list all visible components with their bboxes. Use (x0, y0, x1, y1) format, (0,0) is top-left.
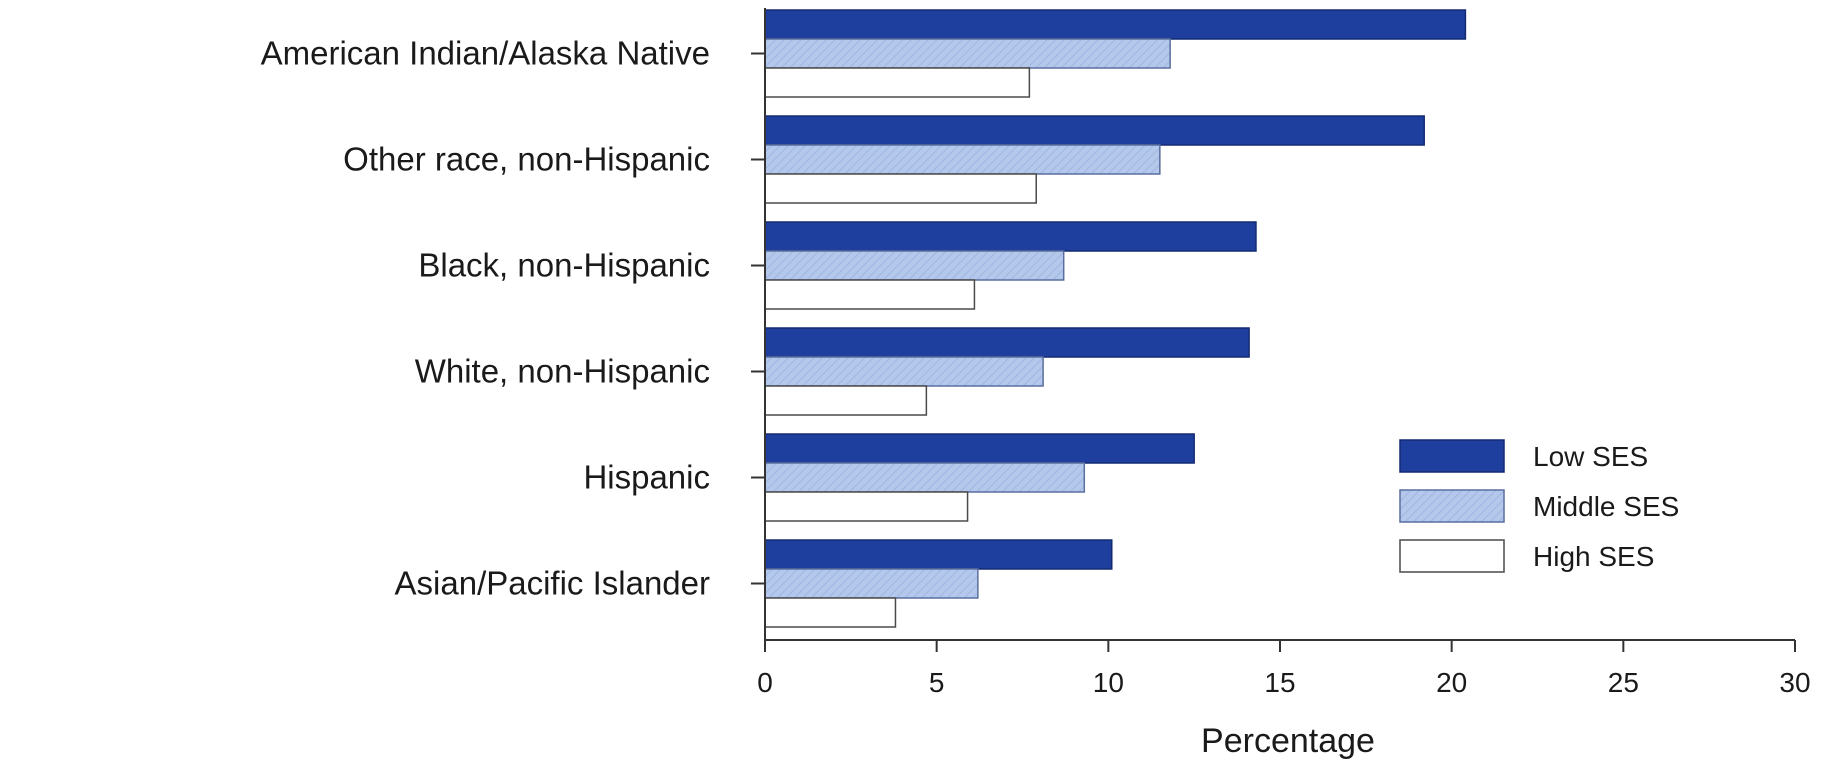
bar-high-ses (764, 491, 969, 522)
bar-high-ses (764, 597, 897, 628)
legend-label: Middle SES (1533, 491, 1679, 522)
category-label: American Indian/Alaska Native (261, 35, 710, 72)
bar-high-ses (764, 279, 976, 310)
plot-area (764, 9, 1467, 628)
bar-low-ses (764, 327, 1250, 358)
bar-high-ses (764, 385, 928, 416)
bar-middle-ses (764, 568, 979, 599)
category-label: Black, non-Hispanic (418, 247, 710, 284)
bar-low-ses (764, 115, 1425, 146)
bar-middle-ses (764, 462, 1086, 493)
bar-low-ses (764, 9, 1467, 40)
x-tick-label: 5 (929, 667, 945, 698)
category-label: Hispanic (583, 459, 710, 496)
category-label: White, non-Hispanic (415, 353, 710, 390)
legend-label: High SES (1533, 541, 1654, 572)
category-label: Other race, non-Hispanic (343, 141, 710, 178)
bar-middle-ses (764, 356, 1044, 387)
x-axis-title: Percentage (1201, 722, 1375, 760)
x-tick-label: 30 (1779, 667, 1810, 698)
bar-low-ses (764, 221, 1257, 252)
bar-middle-ses (764, 250, 1065, 281)
bar-low-ses (764, 539, 1113, 570)
bar-low-ses (764, 433, 1195, 464)
bar-middle-ses (764, 38, 1171, 69)
legend-swatch-middle-ses (1399, 489, 1505, 523)
legend-swatch-high-ses (1399, 539, 1505, 573)
category-label: Asian/Pacific Islander (395, 565, 710, 602)
legend-swatch-low-ses (1399, 439, 1505, 473)
legend-label: Low SES (1533, 441, 1648, 472)
x-tick-label: 25 (1608, 667, 1639, 698)
axes: American Indian/Alaska Native Other race,… (261, 8, 1811, 698)
bar-middle-ses (764, 144, 1161, 175)
bar-high-ses (764, 67, 1031, 98)
x-tick-label: 20 (1436, 667, 1467, 698)
x-tick-label: 0 (757, 667, 773, 698)
legend: Low SES Middle SES High SES (1399, 439, 1679, 573)
x-tick-label: 15 (1264, 667, 1295, 698)
x-tick-label: 10 (1093, 667, 1124, 698)
bar-high-ses (764, 173, 1037, 204)
